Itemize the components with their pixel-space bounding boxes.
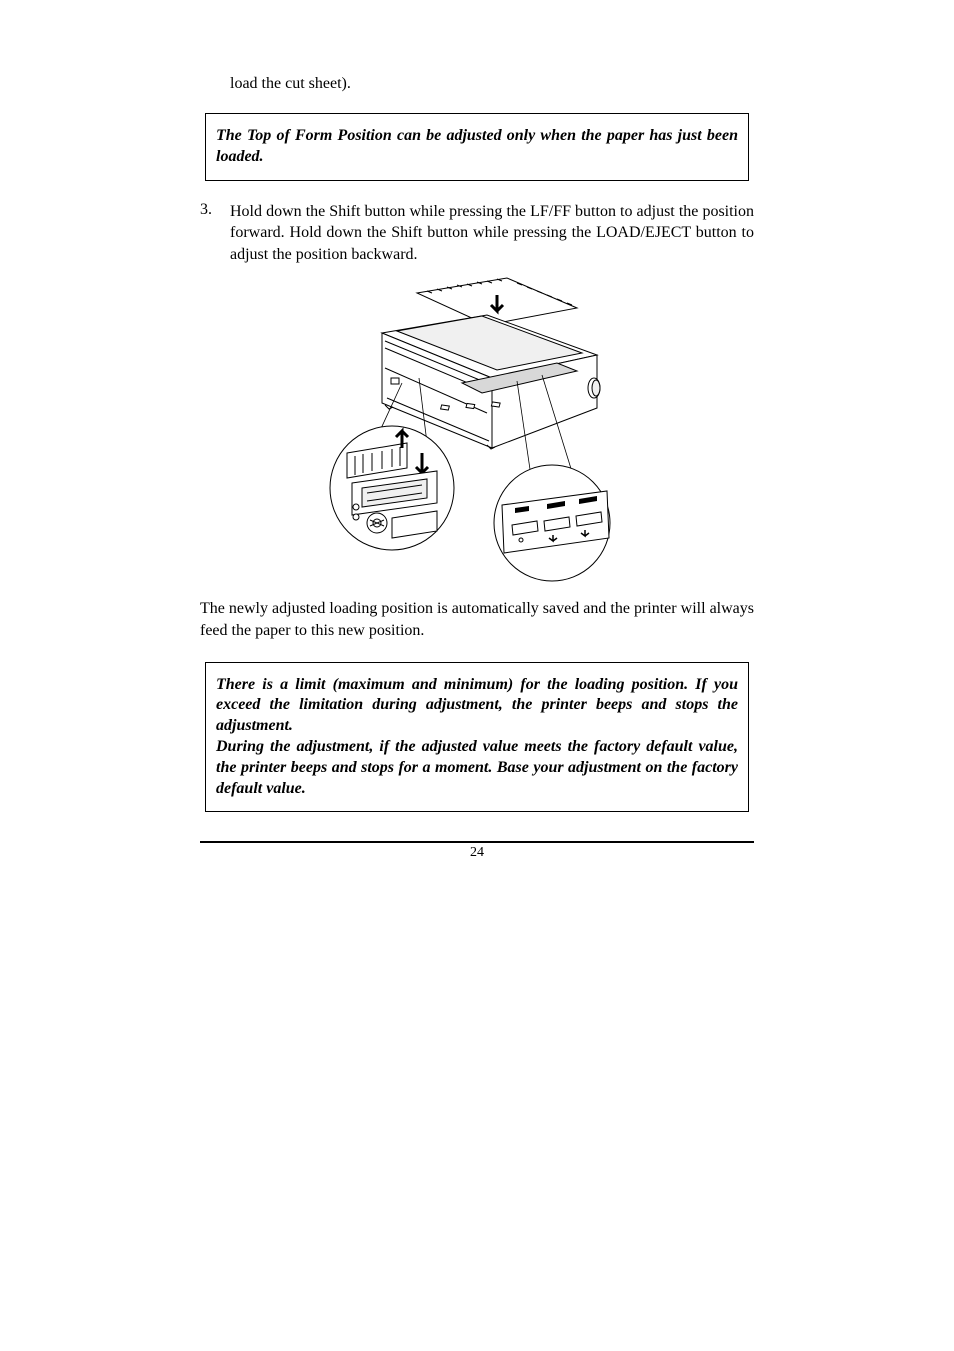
page-footer: 24: [200, 835, 754, 861]
note-2-p1: There is a limit (maximum and minimum) f…: [216, 675, 738, 737]
intro-text: load the cut sheet).: [230, 75, 754, 93]
note-box-2: There is a limit (maximum and minimum) f…: [205, 662, 749, 813]
printer-illustration: [307, 273, 647, 583]
note-2-p2: During the adjustment, if the adjusted v…: [216, 737, 738, 799]
step-text: Hold down the Shift button while pressin…: [230, 201, 754, 266]
page-number: 24: [200, 845, 754, 861]
step-3: 3. Hold down the Shift button while pres…: [200, 201, 754, 266]
step-number: 3.: [200, 201, 230, 266]
note-box-1: The Top of Form Position can be adjusted…: [205, 113, 749, 181]
note-1-text: The Top of Form Position can be adjusted…: [216, 126, 738, 168]
printer-figure: [200, 273, 754, 588]
after-figure-text: The newly adjusted loading position is a…: [200, 598, 754, 641]
footer-rule: [200, 841, 754, 843]
